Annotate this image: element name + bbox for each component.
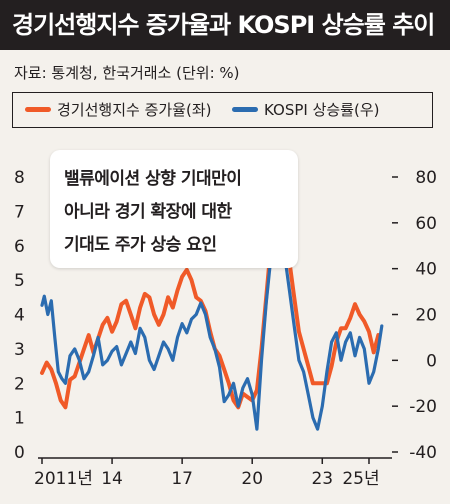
title-bar: 경기선행지수 증가율과 KOSPI 상승률 추이 [0, 0, 450, 50]
legend-item-kospi: KOSPI 상승률(우) [232, 93, 380, 126]
source-note: 자료: 통계청, 한국거래소 (단위: %) [14, 64, 240, 82]
legend-label-leading-index: 경기선행지수 증가율(좌) [57, 101, 212, 119]
x-tick-label: 14 [101, 469, 123, 489]
y-left-tick-label: 5 [14, 271, 25, 291]
y-left-tick-label: 1 [14, 409, 25, 429]
callout-box: 밸류에이션 상향 기대만이 아니라 경기 확장에 대한 기대도 주가 상승 요인 [50, 150, 298, 268]
x-tick-label: 25년 [342, 469, 379, 489]
legend-swatch-blue [232, 107, 258, 112]
y-right-tick-label: 80 [415, 168, 437, 188]
y-right-tick-label: 40 [415, 260, 437, 280]
y-right-tick-label: -40 [409, 443, 437, 463]
y-right-tick-label: 60 [415, 214, 437, 234]
x-tick-label: 20 [241, 469, 263, 489]
legend-label-kospi: KOSPI 상승률(우) [264, 101, 380, 119]
y-left-tick-label: 8 [14, 168, 25, 188]
y-left-tick-label: 7 [14, 202, 25, 222]
chart-title: 경기선행지수 증가율과 KOSPI 상승률 추이 [12, 11, 435, 39]
callout-line-2: 아니라 경기 확장에 대한 [64, 202, 232, 222]
y-right-tick-label: -20 [409, 397, 437, 417]
legend-swatch-orange [25, 107, 51, 112]
y-left-tick-label: 2 [14, 374, 25, 394]
series-line-kospi [40, 186, 384, 431]
y-left-tick-label: 6 [14, 237, 25, 257]
x-tick-label: 2011년 [34, 469, 93, 489]
y-left-tick-label: 0 [14, 443, 25, 463]
y-left-tick-label: 3 [14, 340, 25, 360]
x-tick-label: 17 [171, 469, 193, 489]
y-right-tick-label: 0 [426, 351, 437, 371]
legend-item-leading-index: 경기선행지수 증가율(좌) [25, 93, 211, 126]
y-right-tick-label: 20 [415, 306, 437, 326]
y-left-tick-label: 4 [14, 306, 25, 326]
x-tick-label: 23 [311, 469, 333, 489]
legend: 경기선행지수 증가율(좌) KOSPI 상승률(우) [12, 92, 433, 128]
callout-line-3: 기대도 주가 상승 요인 [64, 235, 217, 255]
callout-line-1: 밸류에이션 상향 기대만이 [64, 169, 242, 189]
